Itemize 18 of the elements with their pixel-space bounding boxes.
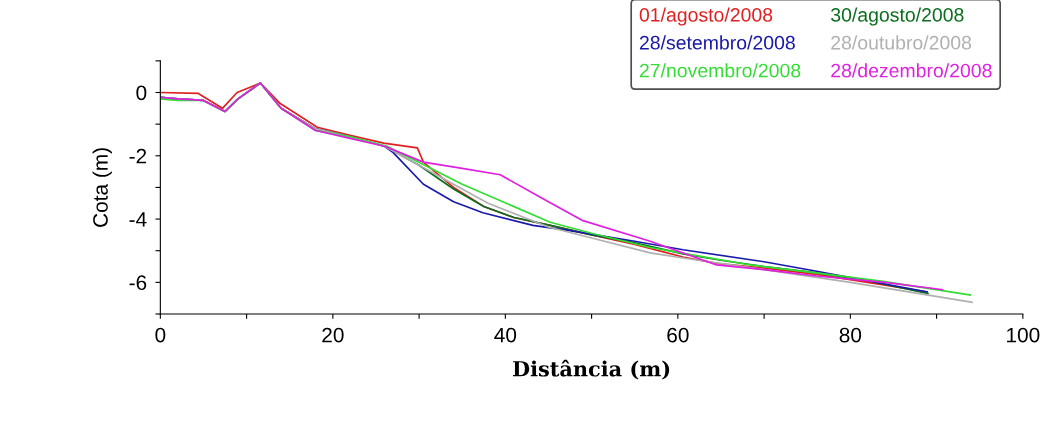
text: 28/outubro/2008 bbox=[831, 35, 972, 50]
x-tick-label: 40 bbox=[494, 327, 517, 343]
x-tick-label: 100 bbox=[1007, 327, 1040, 343]
x-axis-title: Distância (m) bbox=[513, 359, 670, 380]
x-tick-label: 0 bbox=[155, 327, 166, 343]
y-tick-label: -6 bbox=[129, 275, 147, 291]
x-tick-label: 20 bbox=[322, 327, 344, 343]
text: 28/setembro/2008 bbox=[639, 35, 795, 50]
text: 27/novembro/2008 bbox=[639, 63, 801, 78]
text: 01/agosto/2008 bbox=[639, 7, 773, 26]
y-axis-title: Cota (m) bbox=[92, 148, 112, 227]
y-tick-label: -4 bbox=[129, 212, 147, 227]
y-tick-label: -2 bbox=[129, 148, 147, 164]
text: 30/agosto/2008 bbox=[831, 7, 964, 26]
y-tick-label: 0 bbox=[136, 85, 147, 101]
text: 28/dezembro/2008 bbox=[831, 63, 992, 78]
x-tick-label: 80 bbox=[839, 327, 862, 343]
x-tick-label: 60 bbox=[667, 327, 689, 343]
